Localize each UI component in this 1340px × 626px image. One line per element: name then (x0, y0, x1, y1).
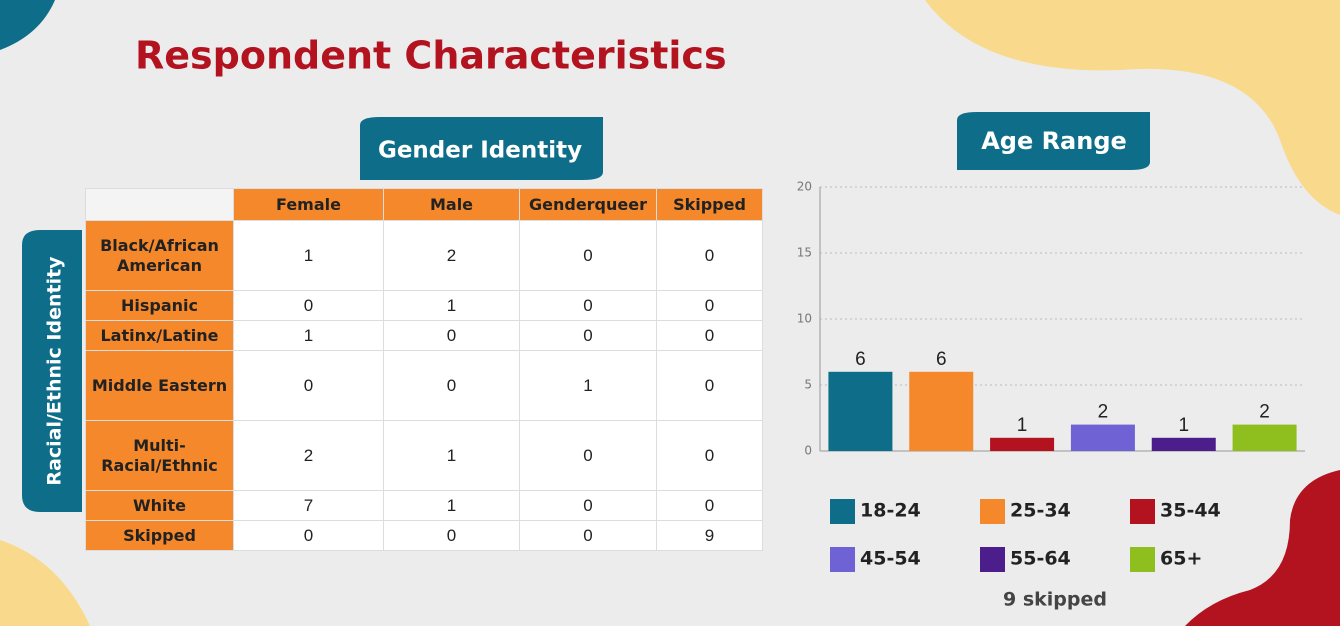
row-header: Black/African American (85, 220, 234, 291)
value-label: 2 (1259, 402, 1270, 423)
cell: 0 (656, 220, 763, 291)
row: Multi-Racial/Ethnic 2 1 0 0 (85, 420, 763, 491)
column-header: Female (233, 188, 384, 221)
value-label: 1 (1017, 415, 1028, 436)
y-tick-label: 20 (797, 180, 812, 194)
value-label: 6 (855, 349, 866, 370)
bar (1151, 437, 1216, 451)
cell: 0 (656, 420, 763, 491)
row-title: Racial/Ethnic Identity (44, 256, 66, 486)
tab (957, 112, 1150, 170)
row-header: Skipped (85, 520, 234, 551)
legend-label: 55-64 (1010, 548, 1071, 570)
cell: 1 (383, 290, 520, 321)
bar (828, 371, 893, 451)
row: Skipped 0 0 0 9 (85, 520, 763, 551)
cell: 1 (233, 320, 384, 351)
table: Female Male Genderqueer Skipped Black/Africa… (85, 188, 763, 551)
y-tick-label: 15 (797, 246, 812, 260)
row: Middle Eastern 0 0 1 0 (85, 350, 763, 421)
note: 9 skipped (1003, 589, 1107, 611)
row-header: Latinx/Latine (85, 320, 234, 351)
legend-swatch (830, 547, 855, 572)
decor (925, 0, 1340, 215)
row: Hispanic 0 1 0 0 (85, 290, 763, 321)
cell: 1 (383, 420, 520, 491)
legend-label: 65+ (1160, 548, 1202, 570)
decor (0, 0, 55, 50)
row-header: Hispanic (85, 290, 234, 321)
cell: 2 (233, 420, 384, 491)
cell: 0 (656, 320, 763, 351)
cell: 0 (233, 290, 384, 321)
cell: 0 (383, 520, 520, 551)
cell: 0 (233, 350, 384, 421)
legend-label: 35-44 (1160, 500, 1221, 522)
bar (1070, 424, 1135, 451)
bar (990, 437, 1055, 451)
decor (1185, 470, 1340, 626)
legend-swatch (1130, 499, 1155, 524)
cell: 0 (519, 220, 657, 291)
cell: 0 (656, 290, 763, 321)
row-header: Multi-Racial/Ethnic (85, 420, 234, 491)
column-header: Male (383, 188, 520, 221)
tab (360, 117, 603, 180)
corner-cell (85, 188, 234, 221)
cell: 1 (383, 490, 520, 521)
cell: 0 (383, 320, 520, 351)
y-tick-label: 10 (797, 312, 812, 326)
row: Black/African American 1 2 0 0 (85, 220, 763, 291)
legend-swatch (980, 547, 1005, 572)
row: Latinx/Latine 1 0 0 0 (85, 320, 763, 351)
y-tick-label: 0 (804, 444, 812, 458)
decor (0, 540, 90, 626)
column-header: Genderqueer (519, 188, 657, 221)
value-label: 6 (936, 349, 947, 370)
legend-swatch (830, 499, 855, 524)
row-header: White (85, 490, 234, 521)
cell: 0 (519, 320, 657, 351)
header-row: Female Male Genderqueer Skipped (85, 188, 763, 221)
bar (909, 371, 974, 451)
cell: 0 (383, 350, 520, 421)
cell: 9 (656, 520, 763, 551)
y-tick-label: 5 (804, 378, 812, 392)
cell: 1 (233, 220, 384, 291)
value-label: 1 (1178, 415, 1189, 436)
column-title: Gender Identity (378, 138, 582, 164)
tab (22, 230, 82, 512)
slide-title: Respondent Characteristics (135, 34, 727, 78)
cell: 0 (519, 520, 657, 551)
legend-swatch (1130, 547, 1155, 572)
cell: 1 (519, 350, 657, 421)
bar (1232, 424, 1297, 451)
cell: 0 (233, 520, 384, 551)
cell: 0 (519, 420, 657, 491)
row-header: Middle Eastern (85, 350, 234, 421)
cell: 0 (519, 490, 657, 521)
legend-swatch (980, 499, 1005, 524)
chart-title: Age Range (981, 127, 1127, 155)
cell: 7 (233, 490, 384, 521)
legend-label: 25-34 (1010, 500, 1071, 522)
cell: 0 (519, 290, 657, 321)
row: White 7 1 0 0 (85, 490, 763, 521)
legend-label: 45-54 (860, 548, 921, 570)
legend-label: 18-24 (860, 500, 921, 522)
column-header: Skipped (656, 188, 763, 221)
cell: 0 (656, 350, 763, 421)
cell: 0 (656, 490, 763, 521)
value-label: 2 (1098, 402, 1109, 423)
cell: 2 (383, 220, 520, 291)
